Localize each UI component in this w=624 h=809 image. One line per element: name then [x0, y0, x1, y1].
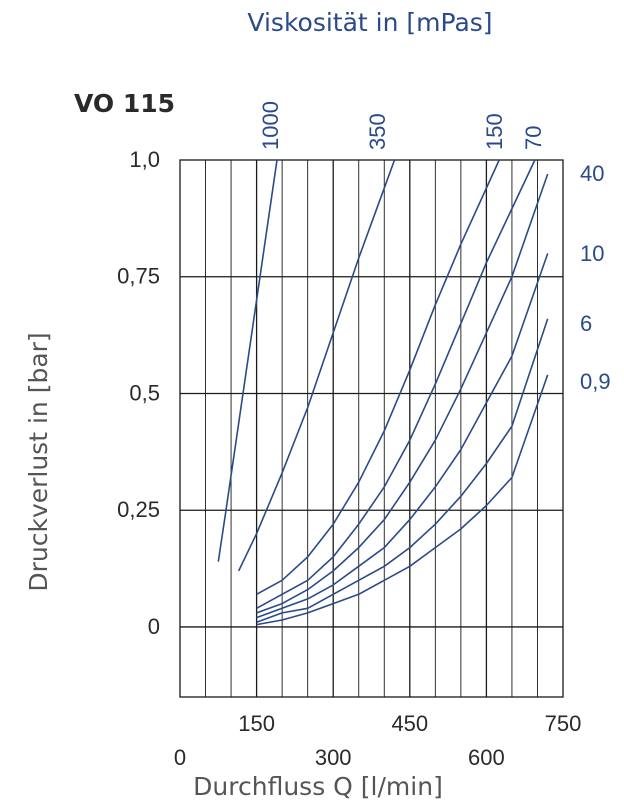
curve-150: [256, 159, 500, 596]
x-tick-label-lower: 600: [468, 745, 505, 770]
chart-title: VO 115: [74, 89, 175, 118]
viscosity-label-top: 150: [482, 113, 507, 150]
x-tick-label-upper: 750: [545, 711, 582, 736]
y-axis-label: Druckverlust in [bar]: [24, 332, 53, 591]
y-tick-label: 0: [148, 614, 160, 639]
viscosity-label-right: 10: [580, 241, 604, 266]
x-tick-label-lower: 0: [174, 745, 186, 770]
curve-6: [256, 318, 549, 624]
viscosity-label-right: 40: [580, 161, 604, 186]
viscosity-header: Viskosität in [mPas]: [247, 8, 492, 37]
viscosity-label-right: 0,9: [580, 369, 611, 394]
viscosity-label-right: 6: [580, 311, 592, 336]
label-layer: 1,0 0,75 0,5 0,25 0 150 450 750 0 300 600 1000 350 15…: [117, 101, 610, 770]
x-tick-label-upper: 150: [238, 711, 275, 736]
x-tick-label-lower: 300: [315, 745, 352, 770]
x-axis-label: Durchfluss Q [l/min]: [193, 772, 443, 801]
curve-1000: [217, 159, 278, 562]
y-tick-label: 0,5: [129, 380, 160, 405]
curve-40: [256, 173, 549, 614]
plot-frame: [179, 159, 564, 698]
curve-350: [237, 159, 396, 572]
curve-layer: [217, 159, 549, 626]
viscosity-label-top: 350: [365, 113, 390, 150]
curve-0-9: [256, 374, 549, 626]
x-tick-label-upper: 450: [391, 711, 428, 736]
y-tick-label: 1,0: [129, 147, 160, 172]
viscosity-label-top: 1000: [258, 101, 283, 150]
curve-10: [256, 253, 549, 619]
y-tick-label: 0,25: [117, 497, 160, 522]
viscosity-label-top: 70: [521, 126, 546, 150]
curve-70: [256, 159, 536, 610]
y-tick-label: 0,75: [117, 264, 160, 289]
